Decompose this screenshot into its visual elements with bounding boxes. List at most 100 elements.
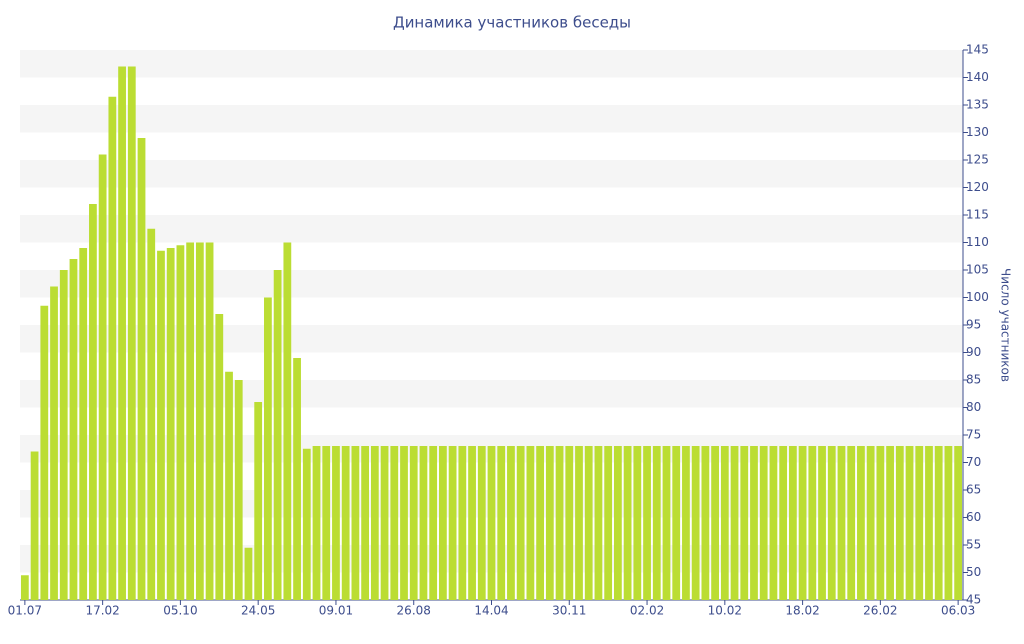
y-tick-label: 125 [966, 153, 989, 167]
y-tick-label: 95 [966, 318, 981, 332]
bar [847, 446, 856, 600]
bar [818, 446, 826, 600]
bar [89, 204, 97, 600]
bar [370, 446, 379, 600]
bar [808, 446, 817, 600]
x-tick-label: 02.02 [630, 604, 664, 618]
bar [633, 446, 642, 600]
bar [934, 446, 943, 600]
bar [876, 446, 885, 600]
bar [507, 446, 515, 600]
bar [302, 448, 311, 600]
y-tick-label: 90 [966, 345, 981, 359]
bar [215, 314, 224, 600]
grid-band [20, 50, 963, 78]
y-tick-label: 140 [966, 70, 989, 84]
bar [711, 446, 719, 600]
bar [147, 228, 156, 600]
x-tick-label: 24.05 [241, 604, 275, 618]
bar [944, 446, 953, 600]
x-tick-label: 06.03 [941, 604, 975, 618]
bar [769, 446, 778, 600]
bar [497, 446, 506, 600]
bar [157, 250, 165, 600]
bar [584, 446, 593, 600]
y-tick-label: 85 [966, 373, 981, 387]
bar [419, 446, 428, 600]
bar [429, 446, 438, 600]
bar [691, 446, 700, 600]
bar [857, 446, 865, 600]
x-tick-label: 30.11 [552, 604, 586, 618]
x-tick-label: 10.02 [708, 604, 742, 618]
bar [40, 305, 49, 600]
bar [905, 446, 914, 600]
bar [516, 446, 525, 600]
bar [448, 446, 457, 600]
bar [244, 547, 253, 600]
bar [477, 446, 486, 600]
x-tick-label: 01.07 [8, 604, 42, 618]
bar [652, 446, 661, 600]
bar [886, 446, 894, 600]
bar [925, 446, 933, 600]
y-tick-label: 100 [966, 290, 989, 304]
bar [740, 446, 749, 600]
bar [127, 66, 136, 600]
bar [468, 446, 476, 600]
x-tick-label: 18.02 [785, 604, 819, 618]
y-tick-label: 75 [966, 428, 981, 442]
y-tick-label: 120 [966, 180, 989, 194]
y-tick-label: 145 [966, 43, 989, 57]
grid-band [20, 105, 963, 133]
x-tick-label: 05.10 [163, 604, 197, 618]
bar [701, 446, 710, 600]
bar [565, 446, 574, 600]
y-tick-label: 130 [966, 125, 989, 139]
y-tick-label: 110 [966, 235, 989, 249]
bar [788, 446, 797, 600]
bar [322, 446, 331, 600]
bar [30, 451, 39, 600]
bar [186, 242, 195, 600]
bar [439, 446, 447, 600]
bar [332, 446, 340, 600]
bar [79, 248, 88, 600]
bar [643, 446, 651, 600]
bar [895, 446, 904, 600]
y-tick-label: 105 [966, 263, 989, 277]
bar [293, 358, 301, 600]
bar [273, 270, 282, 600]
bar [575, 446, 583, 600]
y-tick-label: 115 [966, 208, 989, 222]
bar [380, 446, 389, 600]
bar [341, 446, 350, 600]
bar [361, 446, 370, 600]
bar [98, 154, 107, 600]
bar [594, 446, 603, 600]
bar [50, 286, 58, 600]
y-tick-label: 65 [966, 483, 981, 497]
bar [954, 446, 963, 600]
bar [176, 245, 185, 600]
chart-title: Динамика участников беседы [393, 14, 631, 32]
bar [555, 446, 564, 600]
bar [59, 270, 68, 600]
bar [225, 371, 233, 600]
bar [312, 446, 321, 600]
x-tick-label: 09.01 [319, 604, 353, 618]
y-axis-label: Число участников [999, 268, 1013, 382]
y-tick-label: 45 [966, 593, 981, 607]
bar [118, 66, 126, 600]
bar [400, 446, 408, 600]
bar [730, 446, 739, 600]
bar [837, 446, 846, 600]
bar [915, 446, 924, 600]
grid-band [20, 215, 963, 243]
bar [20, 575, 29, 600]
bar [604, 446, 613, 600]
y-tick-label: 70 [966, 455, 981, 469]
y-tick-label: 80 [966, 400, 981, 414]
x-tick-label: 26.08 [397, 604, 431, 618]
